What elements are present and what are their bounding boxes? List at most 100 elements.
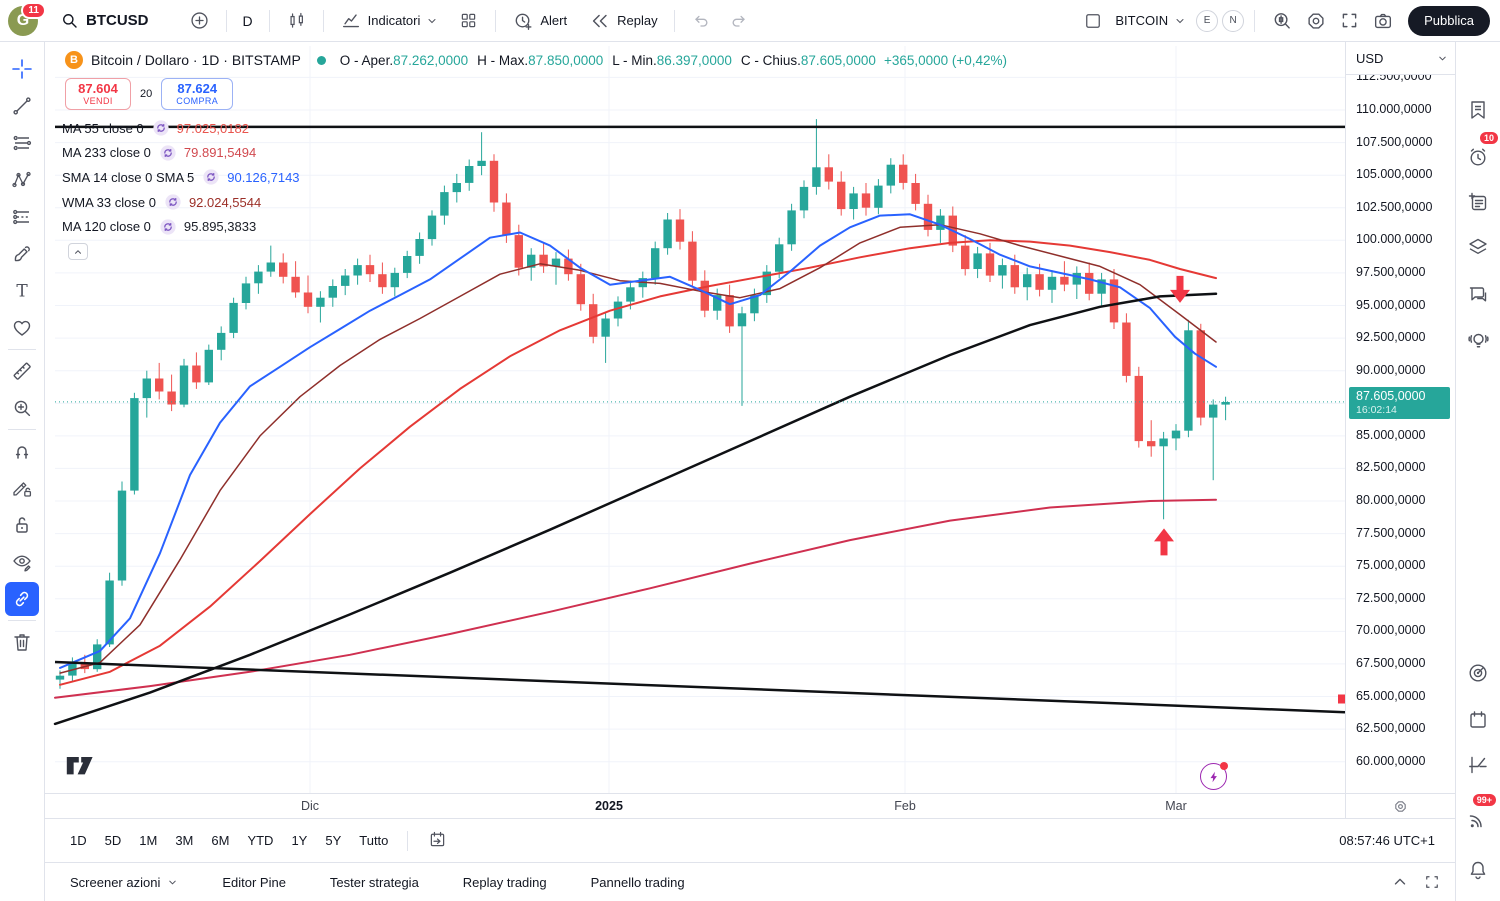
buy-button[interactable]: 87.624 COMPRA: [161, 78, 234, 110]
interval-button[interactable]: D: [237, 9, 259, 33]
legend-collapse-button[interactable]: [68, 243, 88, 260]
timeframe-1y[interactable]: 1Y: [291, 833, 308, 848]
chevron-up-icon[interactable]: [1391, 873, 1409, 891]
fullscreen-button[interactable]: [1333, 6, 1366, 35]
axis-settings-corner[interactable]: [1345, 793, 1455, 818]
indicator-legend-row[interactable]: WMA 33 close 0 92.024,5544: [62, 190, 300, 215]
snapshot-button[interactable]: [1366, 6, 1400, 36]
indicator-legend-row[interactable]: MA 55 close 0 97.025,0182: [62, 116, 300, 141]
currency-label: USD: [1356, 50, 1384, 66]
emoji-heart-tool[interactable]: [5, 311, 39, 345]
calendar-button[interactable]: [1461, 703, 1495, 737]
text-tool[interactable]: T: [5, 274, 39, 308]
env-badge-n[interactable]: N: [1222, 9, 1245, 32]
notifications-button[interactable]: [1461, 853, 1495, 887]
refresh-sync-icon[interactable]: [160, 145, 176, 161]
compare-add-button[interactable]: [183, 6, 216, 35]
lock-all-drawings-tool[interactable]: [5, 508, 39, 542]
market-open-dot: [316, 55, 326, 65]
tab-tester-strategia[interactable]: Tester strategia: [330, 875, 419, 890]
quick-search-button[interactable]: [1265, 6, 1299, 36]
ohlc-change-value: +365,0000 (+0,42%): [883, 52, 1008, 68]
undo-button[interactable]: [685, 7, 717, 35]
refresh-sync-icon[interactable]: [153, 120, 169, 136]
crosshair-tool[interactable]: [5, 52, 39, 86]
divider: [1254, 9, 1256, 32]
streams-button[interactable]: [1461, 802, 1495, 836]
alert-button[interactable]: Alert: [506, 6, 573, 36]
tab-pannello-trading[interactable]: Pannello trading: [591, 875, 685, 890]
divider: [673, 9, 675, 32]
layout-grid-button[interactable]: [452, 6, 485, 35]
flash-trade-button[interactable]: [1200, 762, 1228, 790]
parallel-channel-tool[interactable]: [5, 126, 39, 160]
xabcd-pattern-tool[interactable]: [5, 163, 39, 197]
ohlc-open-label: O - Aper.: [339, 52, 394, 68]
remove-drawings-tool[interactable]: [5, 625, 39, 659]
fib-lines-tool[interactable]: [5, 200, 39, 234]
indicators-button[interactable]: Indicatori: [334, 6, 445, 36]
watchlist-button[interactable]: [1461, 93, 1495, 127]
timeframe-6m[interactable]: 6M: [211, 833, 230, 848]
data-window-button[interactable]: [1461, 230, 1495, 264]
trend-line-tool[interactable]: [5, 89, 39, 123]
timeframe-5d[interactable]: 5D: [104, 833, 122, 848]
indicator-legend-row[interactable]: MA 120 close 0 95.895,3833: [62, 214, 300, 239]
ideas-button[interactable]: [1461, 323, 1495, 357]
magnet-tool[interactable]: [5, 434, 39, 468]
timeframe-1m[interactable]: 1M: [139, 833, 158, 848]
trade-panel: 87.604 VENDI 20 87.624 COMPRA: [65, 78, 234, 110]
chat-button[interactable]: [1461, 278, 1495, 312]
indicator-value: 79.891,5494: [183, 145, 257, 161]
publish-button[interactable]: Pubblica: [1408, 5, 1490, 36]
indicator-value: 90.126,7143: [227, 169, 300, 185]
settings-button[interactable]: [1299, 6, 1333, 36]
replay-button[interactable]: Replay: [583, 6, 663, 36]
bottom-panel-controls: [1391, 873, 1441, 891]
chart-canvas[interactable]: [45, 42, 1345, 793]
user-avatar[interactable]: G 11: [8, 1, 46, 36]
breakout-scanner-button[interactable]: [1461, 748, 1495, 782]
currency-selector[interactable]: USD: [1346, 42, 1455, 75]
layout-name-button[interactable]: BITCOIN: [1109, 9, 1192, 32]
goto-date-button[interactable]: [418, 824, 457, 858]
save-layout-checkbox[interactable]: [1077, 7, 1109, 35]
brush-tool[interactable]: [5, 237, 39, 271]
sync-drawings-tool-active[interactable]: [5, 582, 39, 616]
alerts-panel-button[interactable]: [1461, 140, 1495, 174]
env-badge-e[interactable]: E: [1196, 9, 1219, 32]
zoom-in-tool[interactable]: [5, 391, 39, 425]
chart-title[interactable]: Bitcoin / Dollaro · 1D · BITSTAMP: [91, 52, 301, 68]
expand-icon[interactable]: [1423, 873, 1441, 891]
indicator-legend-row[interactable]: MA 233 close 0 79.891,5494: [62, 141, 300, 166]
indicator-legend-row[interactable]: SMA 14 close 0 SMA 5 90.126,7143: [62, 165, 300, 190]
refresh-sync-icon[interactable]: [203, 169, 219, 186]
timeframe-1d[interactable]: 1D: [70, 833, 87, 848]
timeframe-3m[interactable]: 3M: [175, 833, 194, 848]
tab-screener-azioni[interactable]: Screener azioni: [70, 875, 178, 890]
sell-button[interactable]: 87.604 VENDI: [65, 78, 131, 110]
tab-editor-pine[interactable]: Editor Pine: [222, 875, 286, 890]
news-button[interactable]: [1461, 185, 1495, 219]
time-axis[interactable]: Dic 2025 Feb Mar: [45, 793, 1345, 818]
refresh-sync-icon[interactable]: [160, 219, 176, 235]
chart-style-button[interactable]: [280, 6, 313, 35]
indicator-label: MA 120 close 0: [62, 219, 151, 235]
tab-replay-trading[interactable]: Replay trading: [463, 875, 547, 890]
refresh-sync-icon[interactable]: [165, 194, 181, 210]
drawing-mode-lock-tool[interactable]: [5, 471, 39, 505]
hide-drawings-tool[interactable]: [5, 545, 39, 579]
chart-legend-header: B Bitcoin / Dollaro · 1D · BITSTAMP O - …: [65, 51, 1007, 69]
timeframe-5y[interactable]: 5Y: [325, 833, 342, 848]
symbol-search-button[interactable]: BTCUSD: [54, 7, 155, 35]
timeframe-ytd[interactable]: YTD: [247, 833, 274, 848]
redo-button[interactable]: [723, 7, 755, 35]
price-tick: 85.000,0000: [1356, 427, 1426, 442]
heart-icon: [13, 320, 31, 336]
session-clock[interactable]: 08:57:46 UTC+1: [1339, 833, 1435, 848]
timeframe-tutto[interactable]: Tutto: [359, 833, 389, 848]
measure-tool[interactable]: [5, 354, 39, 388]
ads-target-button[interactable]: [1461, 656, 1495, 690]
price-scale[interactable]: 112.500,0000 110.000,0000 107.500,0000 105.…: [1345, 42, 1455, 793]
alerts-count-badge: 10: [1479, 132, 1498, 144]
